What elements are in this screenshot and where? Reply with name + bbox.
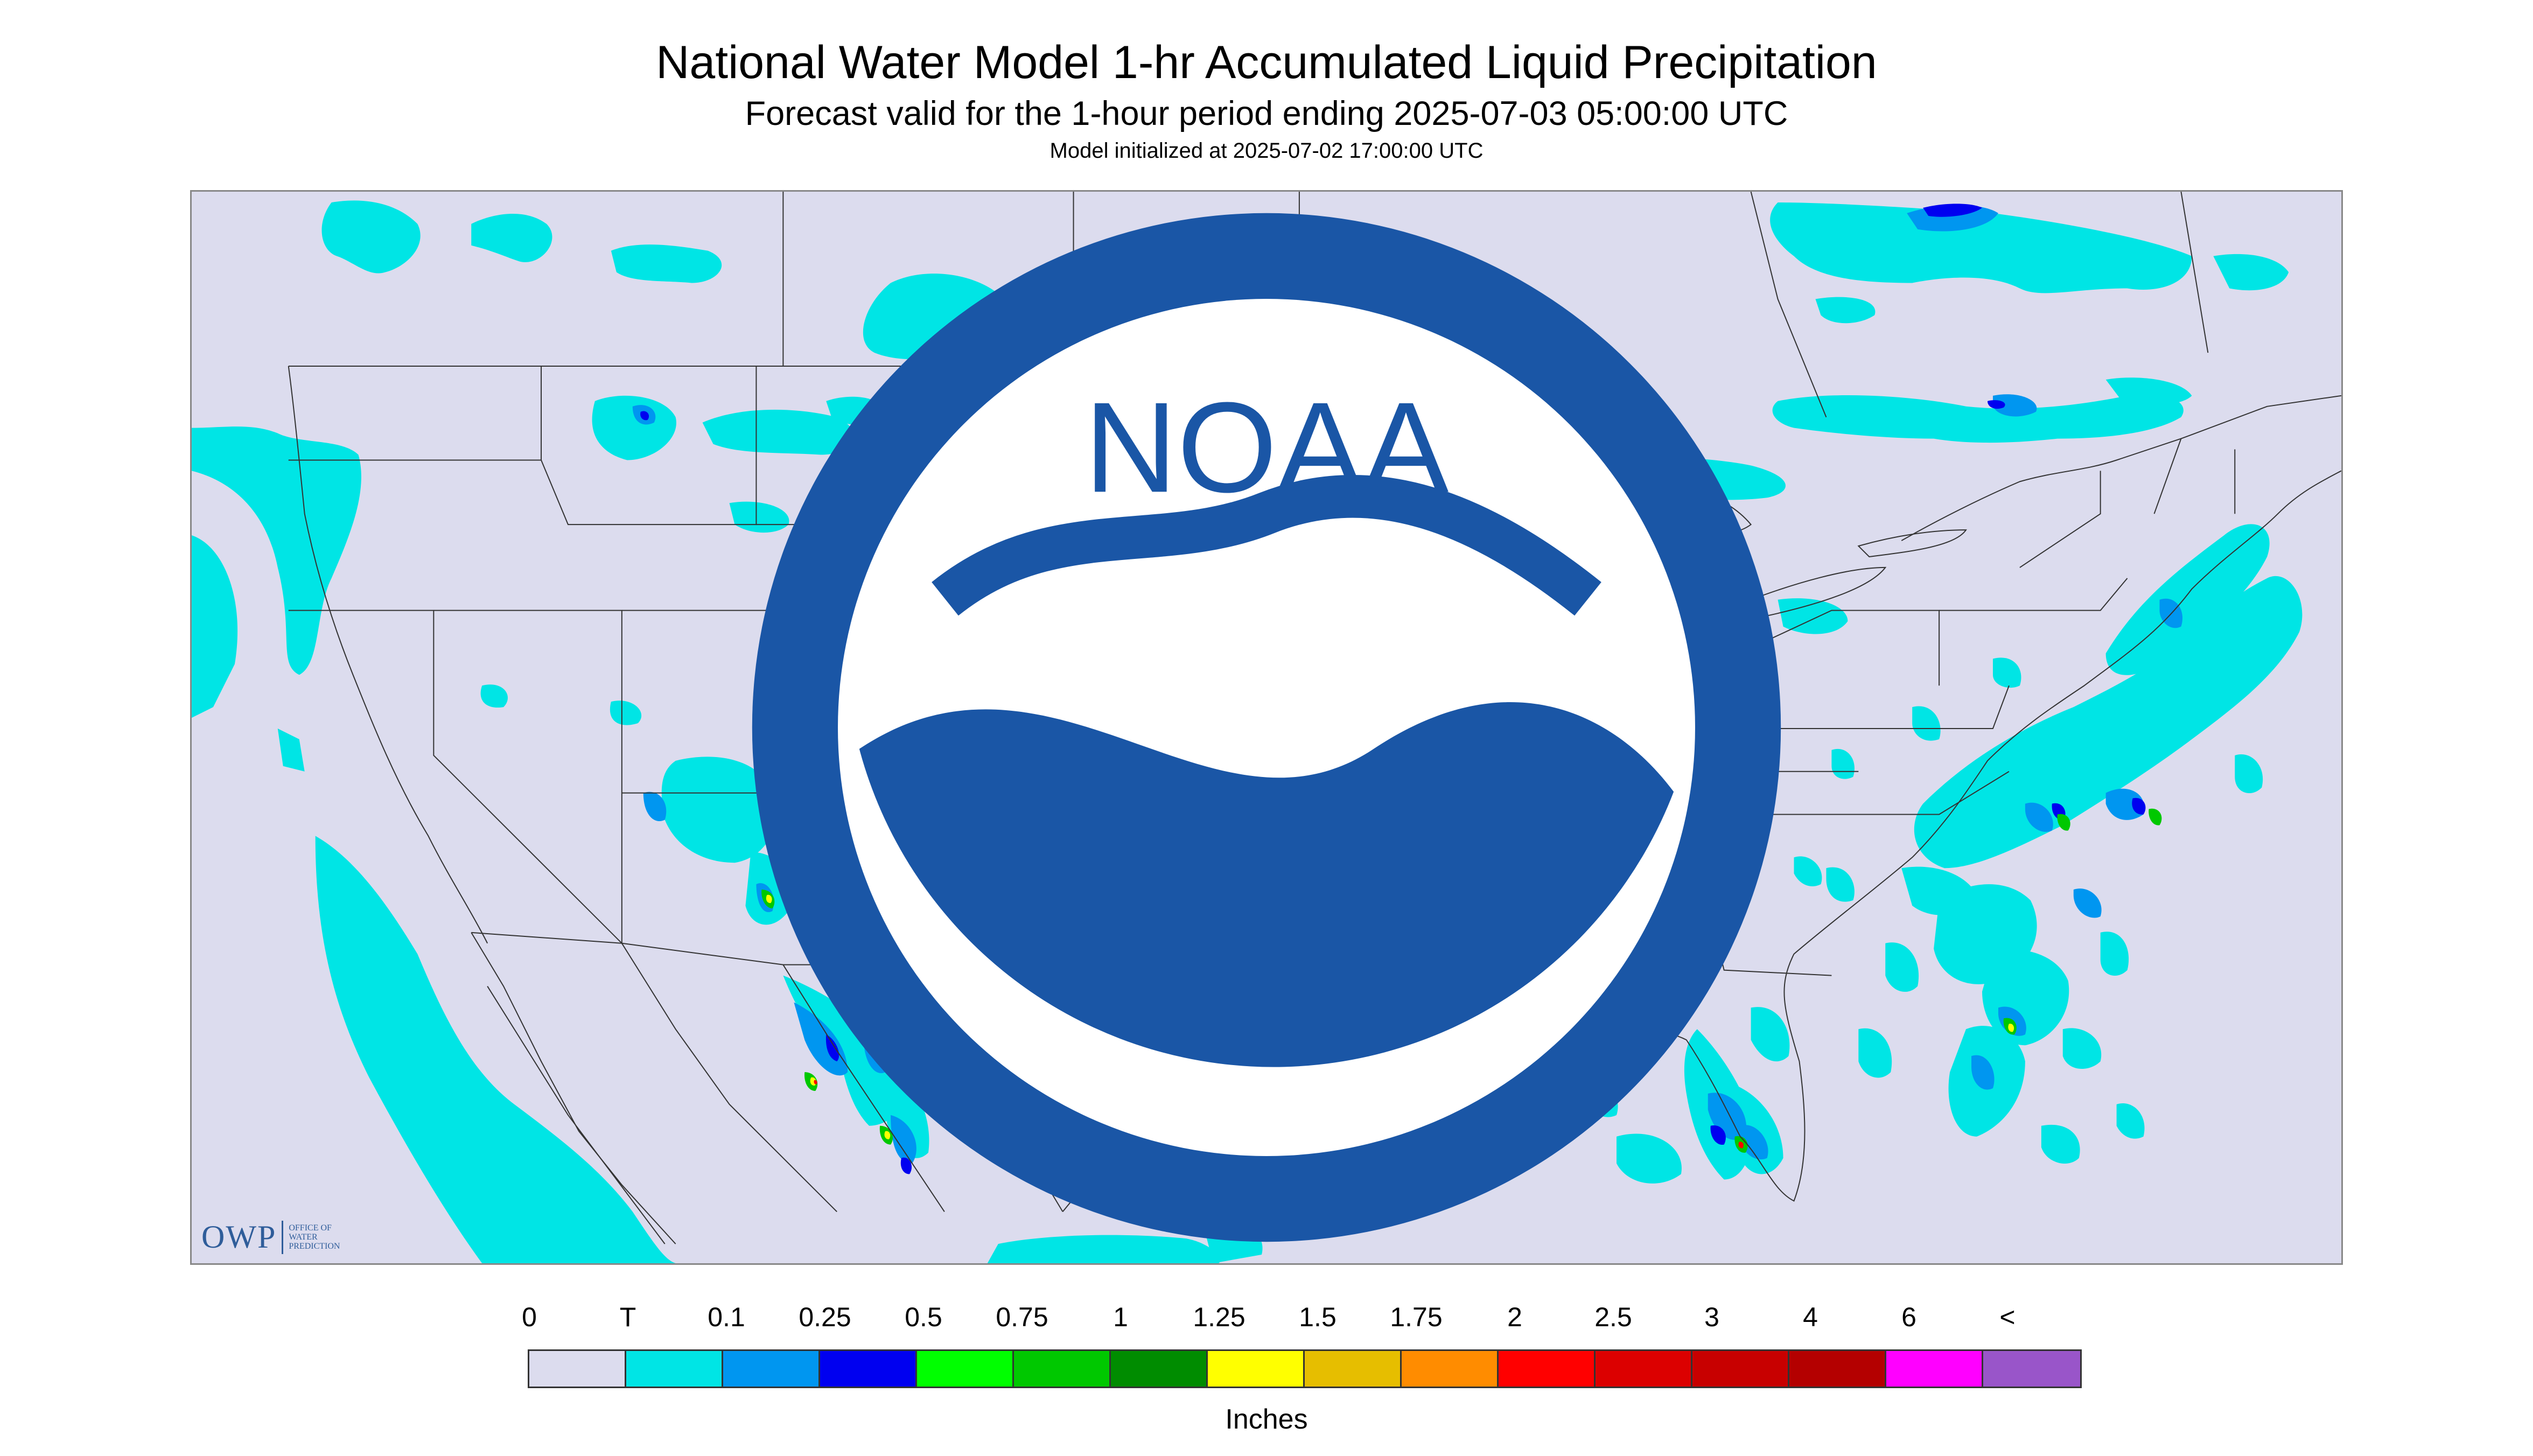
legend-swatch — [626, 1351, 723, 1387]
legend-tick-label: 2 — [1507, 1302, 1522, 1332]
owp-logo-text: OFFICE OF WATER PREDICTION — [289, 1223, 340, 1251]
legend-swatch — [1305, 1351, 1402, 1387]
legend-colorbar — [528, 1349, 2082, 1388]
legend-swatch — [1596, 1351, 1692, 1387]
legend-units: Inches — [1225, 1404, 1308, 1435]
owp-logo-divider — [282, 1220, 284, 1254]
legend-tick-label: 0 — [522, 1302, 537, 1332]
model-init-time: Model initialized at 2025-07-02 17:00:00… — [1049, 139, 1484, 163]
owp-logo: OWP OFFICE OF WATER PREDICTION — [201, 1219, 340, 1256]
legend-swatch — [820, 1351, 917, 1387]
legend-swatch — [1789, 1351, 1886, 1387]
legend-swatch — [529, 1351, 626, 1387]
svg-text:NOAA: NOAA — [1084, 375, 1449, 519]
owp-logo-mark: OWP — [201, 1219, 277, 1255]
legend-tick-label: 1.75 — [1390, 1302, 1443, 1332]
legend-swatch — [1014, 1351, 1111, 1387]
legend-swatch — [1208, 1351, 1305, 1387]
legend-tick-label: 2.5 — [1594, 1302, 1632, 1332]
legend-swatch — [723, 1351, 820, 1387]
legend-tick-label: 4 — [1803, 1302, 1818, 1332]
legend-swatch — [1886, 1351, 1983, 1387]
noaa-logo-icon: NOAA — [752, 213, 1781, 1242]
legend-tick-label: 0.75 — [996, 1302, 1048, 1332]
legend-tick-label: < — [1999, 1302, 2016, 1332]
legend-swatch — [1499, 1351, 1596, 1387]
legend-tick-label: 1.5 — [1299, 1302, 1337, 1332]
legend-tick-label: 0.5 — [905, 1302, 942, 1332]
legend-tick-label: 0.25 — [799, 1302, 851, 1332]
legend-tick-label: T — [619, 1302, 636, 1332]
precipitation-map: OWP OFFICE OF WATER PREDICTION NOAA — [190, 190, 2343, 1265]
chart-title: National Water Model 1-hr Accumulated Li… — [656, 37, 1877, 88]
legend-tick-label: 1.25 — [1193, 1302, 1245, 1332]
legend-swatch — [1692, 1351, 1789, 1387]
precip-extreme — [814, 1080, 1744, 1149]
legend-swatch — [917, 1351, 1014, 1387]
chart-subtitle: Forecast valid for the 1-hour period end… — [745, 95, 1788, 132]
legend-labels: 0 T 0.1 0.25 0.5 0.75 1 1.25 1.5 1.75 2 2.5 3 4 6 < — [0, 1301, 2533, 1339]
legend-tick-label: 0.1 — [708, 1302, 745, 1332]
legend-swatch — [1983, 1351, 2080, 1387]
legend-tick-label: 1 — [1113, 1302, 1128, 1332]
legend-tick-label: 6 — [1901, 1302, 1916, 1332]
legend-swatch — [1111, 1351, 1208, 1387]
legend-swatch — [1402, 1351, 1499, 1387]
legend-tick-label: 3 — [1704, 1302, 1719, 1332]
